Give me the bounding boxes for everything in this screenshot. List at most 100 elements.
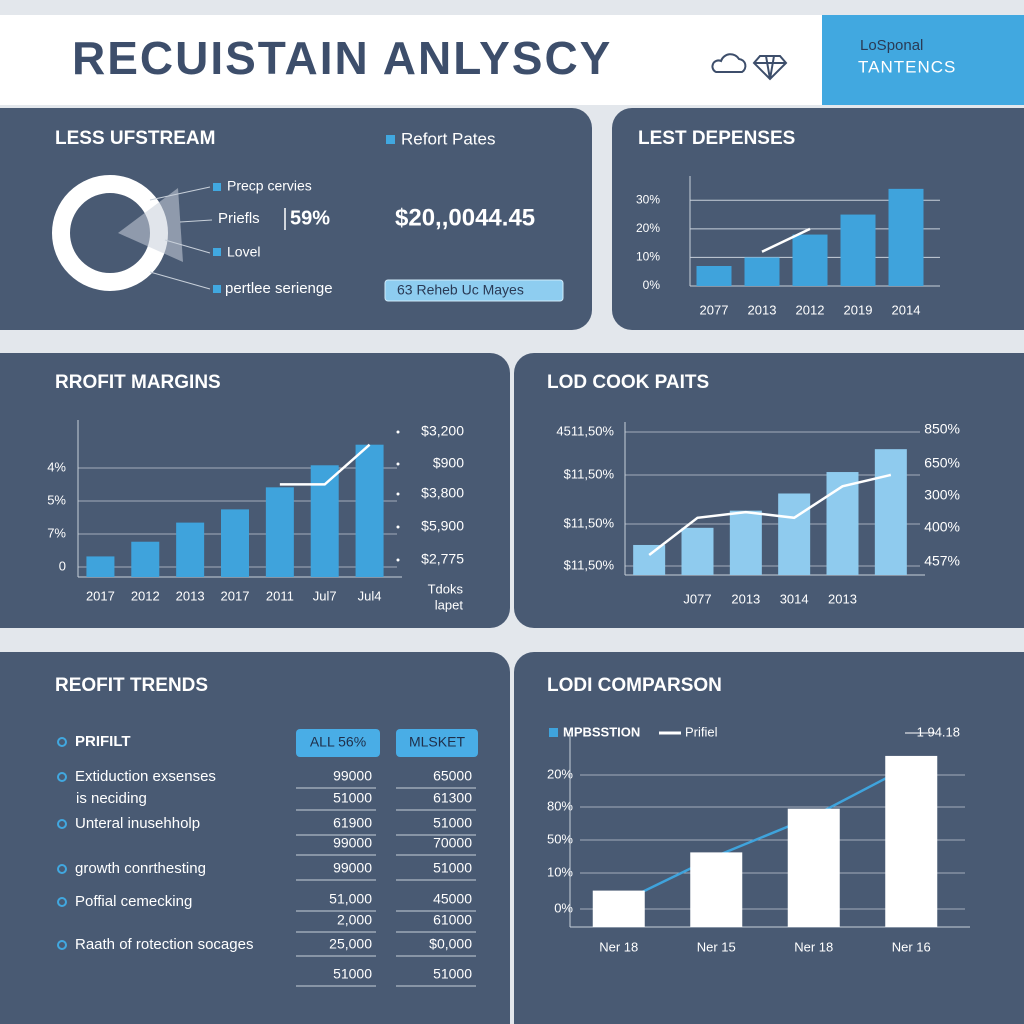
bullet (57, 864, 67, 874)
header-title: RECUISTAIN ANLYSCY (72, 32, 612, 84)
y-tick-label: 20% (636, 221, 660, 235)
legend-swatch (213, 285, 221, 293)
header-bar (0, 15, 822, 105)
column-label[interactable]: MLSKET (409, 734, 465, 750)
line-series (761, 227, 811, 253)
x-tick-label: 2017 (221, 588, 250, 603)
x-tick-label: Ner 16 (892, 939, 931, 954)
y-axis-label: 7% (47, 525, 66, 540)
bar (690, 852, 743, 927)
y2-axis-label: 650% (924, 455, 960, 471)
cell: 25,000 (329, 936, 372, 952)
legend-swatch (549, 728, 558, 737)
bar (840, 214, 876, 286)
badge-line: LoSponal (860, 37, 923, 54)
x-tick-label: 2014 (892, 302, 921, 317)
bar (778, 493, 811, 575)
x-tick-label: 2013 (748, 302, 777, 317)
key-label: Refort Pates (401, 129, 496, 148)
cell: 51,000 (329, 891, 372, 907)
cloud-icon (711, 53, 747, 73)
chart-title: LOD COOK PAITS (547, 372, 709, 393)
column-header[interactable] (296, 729, 380, 757)
x-tick-label: J077 (683, 591, 711, 606)
x-tick-label: 2011 (266, 588, 294, 603)
bar (310, 465, 339, 577)
x-tick-label: Jul4 (358, 588, 382, 603)
bar (744, 257, 780, 286)
cell: 61000 (433, 912, 472, 928)
cell: 51000 (433, 860, 472, 876)
button-label[interactable]: 63 Rehеb Uc Mayes (397, 282, 524, 298)
y-axis-label: $11,50% (564, 557, 615, 572)
legend-label: Lovel (227, 244, 260, 260)
badge-line: TANTENCS (858, 57, 956, 76)
bullet (57, 772, 67, 782)
y2-axis-label: 457% (924, 553, 960, 569)
bar (355, 444, 384, 577)
row-label: Extiduction exsenses (75, 768, 216, 785)
x-tick-label: Ner 18 (599, 939, 638, 954)
y-axis-label: 0% (554, 900, 573, 915)
y-axis-label: 50% (547, 831, 573, 846)
line-series (618, 763, 912, 905)
legend-label: Precp cervies (227, 178, 312, 194)
amount: $20,,0044.45 (395, 204, 535, 231)
x-tick-label: 2019 (844, 302, 873, 317)
x-tick-label: 2012 (131, 588, 160, 603)
cell: $0,000 (429, 936, 472, 952)
cell: 99000 (333, 768, 372, 784)
x-tick-label: 2013 (828, 591, 857, 606)
cell: 51000 (433, 815, 472, 831)
y-axis-label: 80% (547, 798, 573, 813)
column-label[interactable]: ALL 56% (310, 734, 366, 750)
bar (592, 890, 645, 927)
cell: 99000 (333, 860, 372, 876)
legend-label: MPBSSTION (563, 724, 640, 739)
y-tick-label: 30% (636, 192, 660, 206)
cell: 51000 (333, 966, 372, 982)
row-label: growth conrthesting (75, 860, 206, 877)
bar (221, 509, 249, 577)
legend-label: Priefls (218, 210, 260, 227)
x-tick-label: 2077 (700, 302, 729, 317)
bullet (57, 897, 67, 907)
y-axis-label: 4511,50% (556, 423, 614, 438)
y-axis-label: 20% (547, 766, 573, 781)
action-button[interactable] (384, 279, 564, 302)
percent-value: 59% (290, 207, 330, 229)
y-axis-label: 10% (547, 864, 573, 879)
y-axis-label: 5% (47, 492, 66, 507)
y2-axis-label: $900 (433, 455, 464, 471)
bar (874, 449, 907, 575)
bar (265, 487, 294, 577)
bar (826, 472, 859, 575)
x-tick-label: Ner 18 (794, 939, 833, 954)
cell: 65000 (433, 768, 472, 784)
legend-swatch (213, 248, 221, 256)
row-label: Raath of rotection socages (75, 936, 253, 953)
y-axis-label: $11,50% (564, 515, 615, 530)
bar (885, 755, 938, 927)
y-tick-label: 0% (643, 278, 661, 292)
cell: 2,000 (337, 912, 372, 928)
bar (792, 234, 828, 286)
x-tick-label: 2017 (86, 588, 115, 603)
x-tick-label: 3014 (780, 591, 809, 606)
label-dot (396, 558, 400, 562)
donut-wedge (118, 188, 183, 262)
bullet (57, 737, 67, 747)
note: Tdoks (428, 581, 464, 596)
cell: 99000 (333, 835, 372, 851)
chart-title: LEST DEPENSES (638, 128, 795, 149)
chart-title: LODI COMPARSON (547, 675, 722, 696)
x-tick-label: 2013 (176, 588, 205, 603)
cell: 45000 (433, 891, 472, 907)
cell: 70000 (433, 835, 472, 851)
bar (131, 541, 160, 577)
label-dot (396, 430, 400, 434)
bullet (57, 819, 67, 829)
row-label: Poffial cemecking (75, 893, 192, 910)
column-header[interactable] (396, 729, 478, 757)
